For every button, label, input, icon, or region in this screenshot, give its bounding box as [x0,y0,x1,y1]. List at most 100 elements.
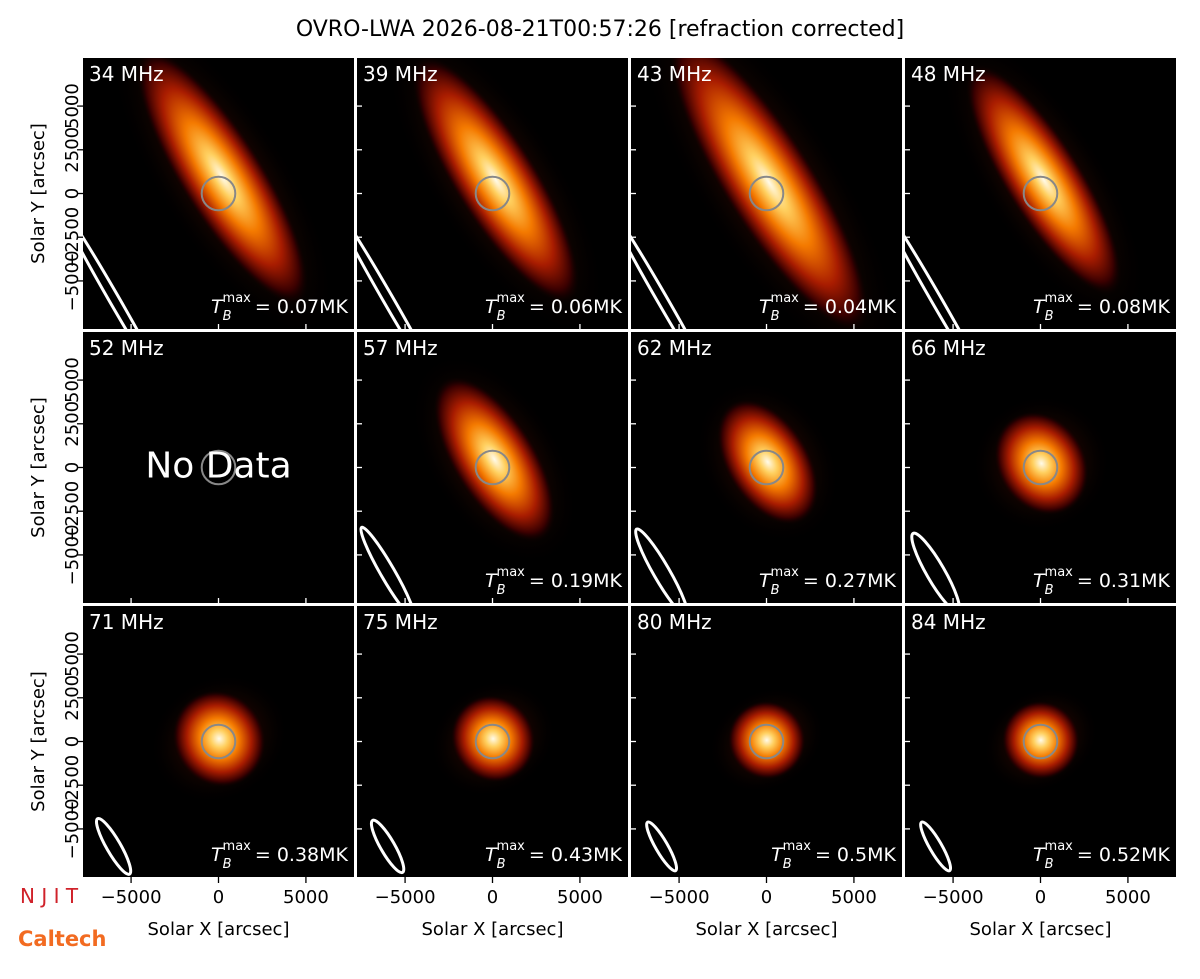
beam [94,816,133,876]
tb-superscript: max [223,839,252,854]
emission [727,700,807,780]
y-tick-label: −5000 [62,798,83,859]
panel: 75 MHz TBmax = 0.43MK −5000 0 5000 Solar X [ar… [357,606,628,940]
logo-caltech: Caltech [18,927,106,951]
panel-image [634,379,841,603]
solar-disk [748,175,785,212]
beam [369,818,406,875]
emission [993,411,1090,516]
tb-superscript: max [771,291,800,306]
panel-title: 57 MHz [363,336,438,360]
tb-symbol: T [485,570,498,592]
tb-max-label: TBmax = 0.08MK [1033,291,1171,324]
panel: 48 MHz TBmax = 0.08MK [905,58,1176,329]
tb-max-label: TBmax = 0.52MK [1033,839,1171,872]
panel-title: 48 MHz [911,62,986,86]
solar-disk [200,449,237,486]
beam [631,201,719,329]
tb-symbol: T [485,844,498,866]
tb-symbol: T [485,296,498,318]
tb-value: = 0.38MK [255,844,349,866]
panel-image [910,394,1112,603]
panel-title: 84 MHz [911,610,986,634]
tb-value: = 0.06MK [529,296,623,318]
emission [450,694,536,783]
tb-symbol: T [1033,844,1046,866]
panel-title: 62 MHz [637,336,712,360]
tb-value: = 0.31MK [1077,570,1171,592]
panel-title: 66 MHz [911,336,986,360]
tb-max-label: TBmax = 0.04MK [759,291,897,324]
panel-image [83,58,337,329]
y-tick-label: −5000 [62,250,83,311]
y-axis-label: Solar Y [arcsec] [28,123,49,264]
panel-image [357,58,607,329]
panel: 84 MHz TBmax = 0.52MK −5000 0 5000 Solar X [ar… [905,606,1176,940]
panel-title: 52 MHz [89,336,164,360]
solar-disk [748,723,785,760]
y-axis-label: Solar Y [arcsec] [28,671,49,812]
tb-max-label: TBmax = 0.31MK [1033,565,1171,598]
panel-image [645,686,826,873]
y-tick-label: 0 [62,462,83,473]
emission [716,398,820,526]
tb-value: = 0.52MK [1077,844,1171,866]
x-axis-label: Solar X [arcsec] [696,919,838,940]
tb-subscript: B [497,583,506,598]
panel-image [919,686,1100,873]
tb-max-label: TBmax = 0.38MK [211,839,349,872]
tb-symbol: T [759,570,772,592]
tb-symbol: T [759,296,772,318]
panel: 39 MHz TBmax = 0.06MK [357,58,628,329]
tb-value: = 0.04MK [803,296,897,318]
panel-title: 34 MHz [89,62,164,86]
beam [634,527,690,603]
y-tick-label: −5000 [62,524,83,585]
tb-value: = 0.43MK [529,844,623,866]
emission [432,375,557,543]
tb-superscript: max [497,565,526,580]
solar-disk [1022,449,1059,486]
panel-title: 80 MHz [637,610,712,634]
solar-disk [200,723,237,760]
x-tick-label: −5000 [649,887,710,908]
panel: 57 MHz TBmax = 0.19MK [357,332,628,603]
tb-subscript: B [771,309,780,324]
y-tick-label: −2500 [62,207,83,268]
tb-max-label: TBmax = 0.19MK [485,565,623,598]
panel-title: 43 MHz [637,62,712,86]
tb-subscript: B [497,309,506,324]
no-data-note: No Data [145,446,291,487]
y-tick-label: −2500 [62,755,83,816]
y-tick-label: 0 [62,188,83,199]
beam [83,201,171,329]
panel-image [359,352,579,603]
panel: 80 MHz TBmax = 0.5MK −5000 0 5000 Solar X [arc… [631,606,902,940]
y-tick-label: 5000 [62,357,83,403]
x-tick-label: 0 [213,887,224,908]
x-tick-label: 5000 [1105,887,1151,908]
solar-disk [474,723,511,760]
solar-disk [748,449,785,486]
tb-subscript: B [223,309,232,324]
solar-disk [200,175,237,212]
panel-image [200,449,237,486]
panel-image [631,58,901,329]
y-tick-label: 5000 [62,631,83,677]
x-tick-label: −5000 [375,887,436,908]
emission [410,58,581,305]
tb-symbol: T [211,296,224,318]
y-tick-label: −2500 [62,481,83,542]
tb-max-label: TBmax = 0.43MK [485,839,623,872]
panel-image [905,58,1148,329]
tb-symbol: T [211,844,224,866]
tb-subscript: B [1045,857,1054,872]
panel: 43 MHz TBmax = 0.04MK [631,58,902,329]
tb-superscript: max [497,839,526,854]
panel-title: 39 MHz [363,62,438,86]
tb-superscript: max [497,291,526,306]
